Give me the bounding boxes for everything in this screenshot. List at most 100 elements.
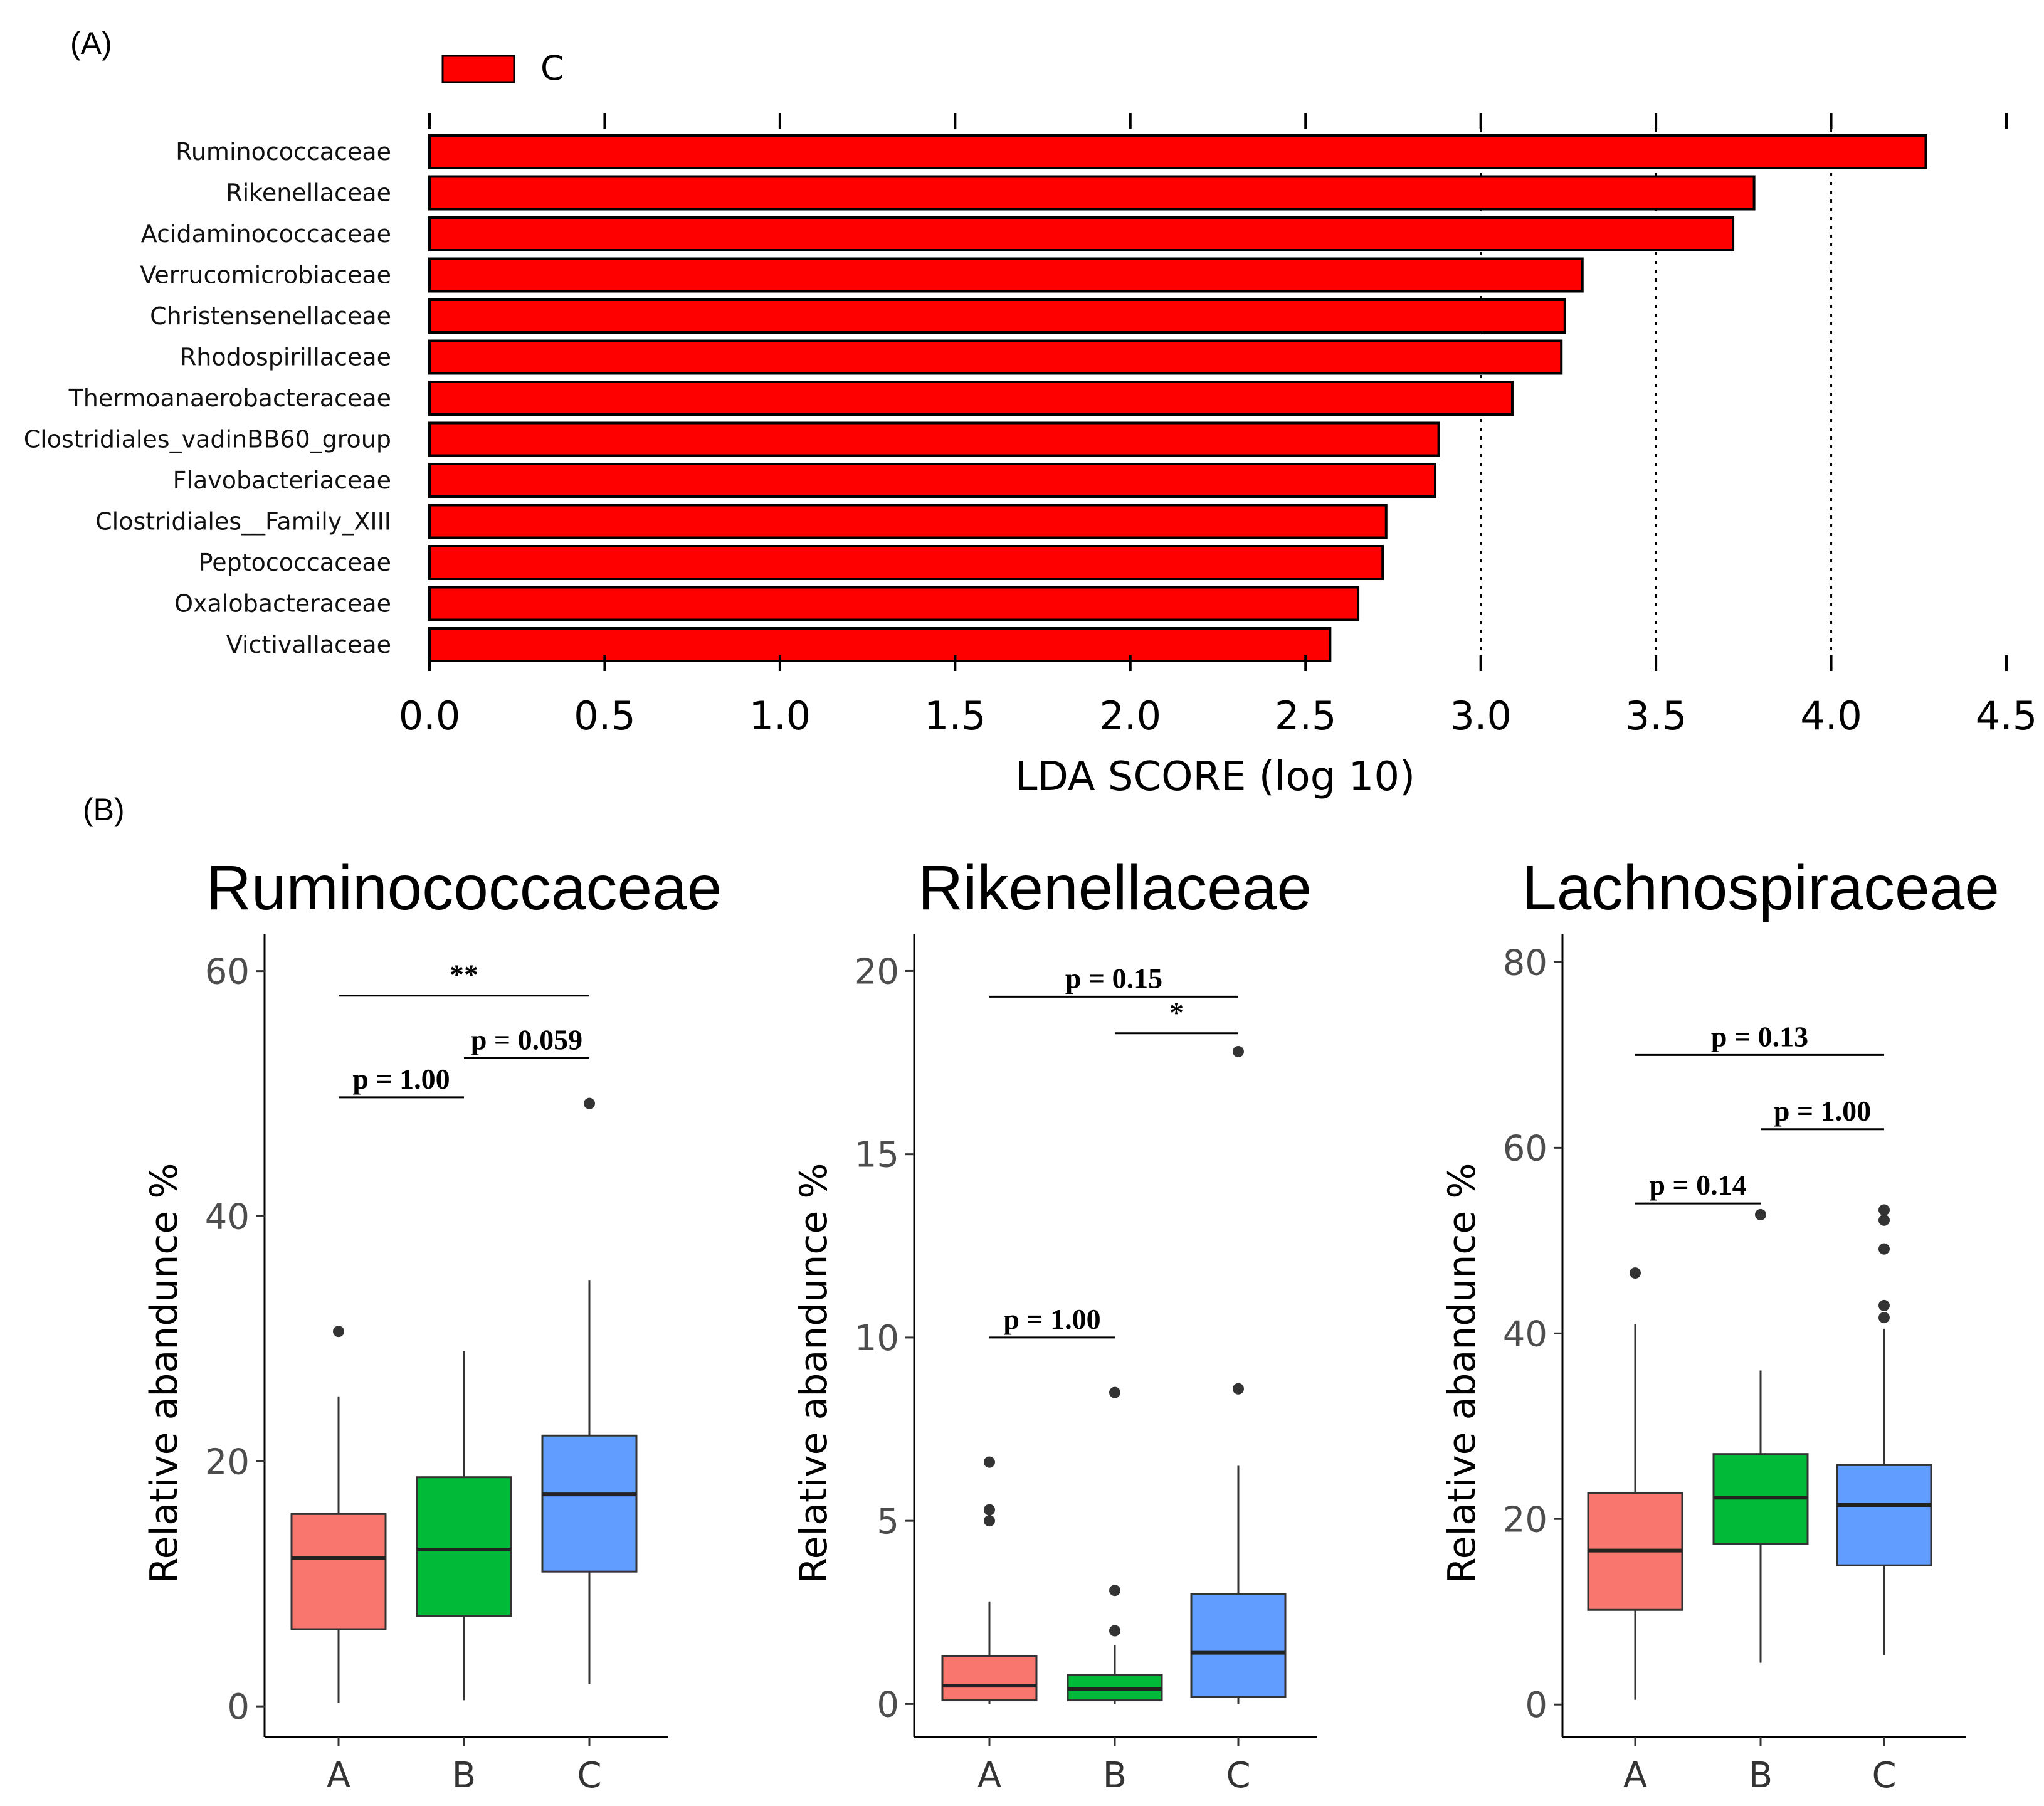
- y-axis-title: Relative abandunce %: [1440, 1163, 1484, 1584]
- comparison-label: p = 0.059: [471, 1023, 582, 1055]
- lda-bar: [428, 134, 1927, 169]
- comparison-label: p = 1.00: [1003, 1303, 1100, 1335]
- outlier-point: [584, 1097, 595, 1109]
- box-A: [290, 1326, 387, 1703]
- box-C: [1836, 1204, 1932, 1656]
- lda-bar: [428, 298, 1566, 334]
- y-tick-label: 20: [1503, 1499, 1547, 1540]
- lda-bar: [428, 504, 1388, 539]
- box-B: [1712, 1208, 1809, 1663]
- x-tick-label: A: [327, 1755, 350, 1796]
- lda-x-tick-label: 0.5: [574, 693, 636, 739]
- lda-category-label: Rikenellaceae: [226, 179, 391, 207]
- box-iqr: [1190, 1593, 1287, 1698]
- comparison-label: p = 0.15: [1065, 962, 1162, 994]
- lda-x-tick-label: 3.0: [1450, 693, 1512, 739]
- y-tick-label: 60: [205, 952, 250, 993]
- lda-x-ticks: 0.0 0.5 1.0 1.5 2.0 2.5 3.0 3.5 4.0 4.5: [399, 113, 2038, 739]
- box-B: [416, 1351, 512, 1701]
- lda-bar: [428, 545, 1384, 580]
- comparison-label: p = 0.14: [1649, 1169, 1746, 1201]
- legend-label: C: [540, 48, 564, 88]
- lda-category-label: Christensenellaceae: [150, 302, 391, 330]
- lda-x-tick-label: 1.5: [924, 693, 986, 739]
- lda-bar: [428, 381, 1514, 416]
- x-tick-label: A: [977, 1755, 1001, 1796]
- lda-x-tick-label: 2.5: [1275, 693, 1337, 739]
- outlier-point: [1233, 1046, 1244, 1058]
- y-tick-label: 10: [855, 1318, 899, 1359]
- outlier-point: [1878, 1214, 1890, 1226]
- outlier-point: [984, 1515, 995, 1527]
- y-tick-label: 80: [1503, 943, 1547, 983]
- comparison-label: *: [1169, 996, 1184, 1028]
- box-iqr: [941, 1655, 1038, 1702]
- lda-bar: [428, 627, 1332, 662]
- lda-grid: [1480, 120, 1833, 662]
- box-B: [1067, 1386, 1163, 1704]
- comparison-label: p = 1.00: [352, 1063, 450, 1095]
- outlier-point: [1109, 1585, 1120, 1597]
- lda-category-label: Verrucomicrobiaceae: [140, 261, 391, 289]
- outlier-point: [1878, 1243, 1890, 1255]
- boxplot-title: Rikenellaceae: [918, 853, 1312, 923]
- outlier-point: [984, 1456, 995, 1468]
- lda-category-label: Victivallaceae: [226, 631, 391, 658]
- box-C: [541, 1097, 638, 1684]
- y-tick-label: 15: [855, 1135, 899, 1176]
- lda-bar: [428, 339, 1563, 375]
- x-tick-label: C: [1226, 1755, 1250, 1796]
- comparison-label: **: [450, 959, 478, 991]
- lda-category-label: Clostridiales_vadinBB60_group: [24, 426, 391, 453]
- lda-category-labels: Ruminococcaceae Rikenellaceae Acidaminococ…: [24, 138, 391, 658]
- y-tick-label: 20: [205, 1442, 250, 1482]
- lda-category-label: Clostridiales__Family_XIII: [95, 508, 391, 536]
- lda-bar: [428, 175, 1756, 211]
- lda-x-axis-title: LDA SCORE (log 10): [1015, 754, 1415, 800]
- outlier-point: [1878, 1312, 1890, 1324]
- y-tick-label: 60: [1503, 1128, 1547, 1169]
- outlier-point: [1878, 1204, 1890, 1216]
- x-tick-label: A: [1623, 1755, 1647, 1796]
- box-A: [941, 1456, 1038, 1704]
- lda-x-tick-label: 1.0: [749, 693, 811, 739]
- y-tick-label: 20: [855, 951, 899, 992]
- outlier-point: [1109, 1625, 1120, 1637]
- outlier-point: [1109, 1386, 1120, 1398]
- box-A: [1587, 1267, 1683, 1700]
- box-iqr: [541, 1434, 638, 1573]
- boxplot-title: Ruminococcaceae: [206, 853, 722, 923]
- boxplot-panels: Ruminococcaceae 0 20 40 60 Relative abandunce…: [142, 853, 1999, 1796]
- outlier-point: [1755, 1208, 1766, 1220]
- lda-bar: [428, 463, 1437, 498]
- lda-category-label: Thermoanaerobacteraceae: [68, 384, 391, 412]
- box-iqr: [1836, 1464, 1932, 1566]
- boxplot-title: Lachnospiraceae: [1522, 853, 1999, 923]
- boxplot-ruminococcaceae: Ruminococcaceae 0 20 40 60 Relative abandunce…: [142, 853, 722, 1796]
- box-C: [1190, 1046, 1287, 1704]
- comparison-label: p = 1.00: [1774, 1095, 1871, 1127]
- y-tick-label: 40: [1503, 1314, 1547, 1354]
- outlier-point: [333, 1326, 344, 1338]
- lda-category-label: Flavobacteriaceae: [173, 467, 391, 494]
- boxplot-rikenellaceae: Rikenellaceae 0 5 10 15 20 Relative abandunce …: [792, 853, 1317, 1796]
- lda-bar: [428, 421, 1440, 457]
- box-iqr: [416, 1476, 512, 1617]
- legend-swatch: [441, 55, 515, 83]
- outlier-point: [984, 1504, 995, 1516]
- lda-bar: [428, 216, 1735, 251]
- box-iqr: [290, 1513, 387, 1630]
- lda-category-label: Ruminococcaceae: [176, 138, 391, 166]
- outlier-point: [1878, 1299, 1890, 1311]
- comparison-label: p = 0.13: [1711, 1020, 1808, 1052]
- x-tick-label: C: [577, 1755, 601, 1796]
- lda-category-label: Peptococcaceae: [199, 549, 391, 576]
- outlier-point: [1630, 1267, 1641, 1279]
- panel-label-b: (B): [83, 792, 125, 827]
- y-tick-label: 5: [877, 1501, 899, 1542]
- lda-x-tick-label: 0.0: [399, 693, 461, 739]
- lda-x-tick-label: 4.5: [1976, 693, 2038, 739]
- y-tick-label: 40: [205, 1196, 250, 1237]
- y-axis-title: Relative abandunce %: [792, 1163, 836, 1584]
- lda-category-label: Acidaminococcaceae: [141, 220, 391, 248]
